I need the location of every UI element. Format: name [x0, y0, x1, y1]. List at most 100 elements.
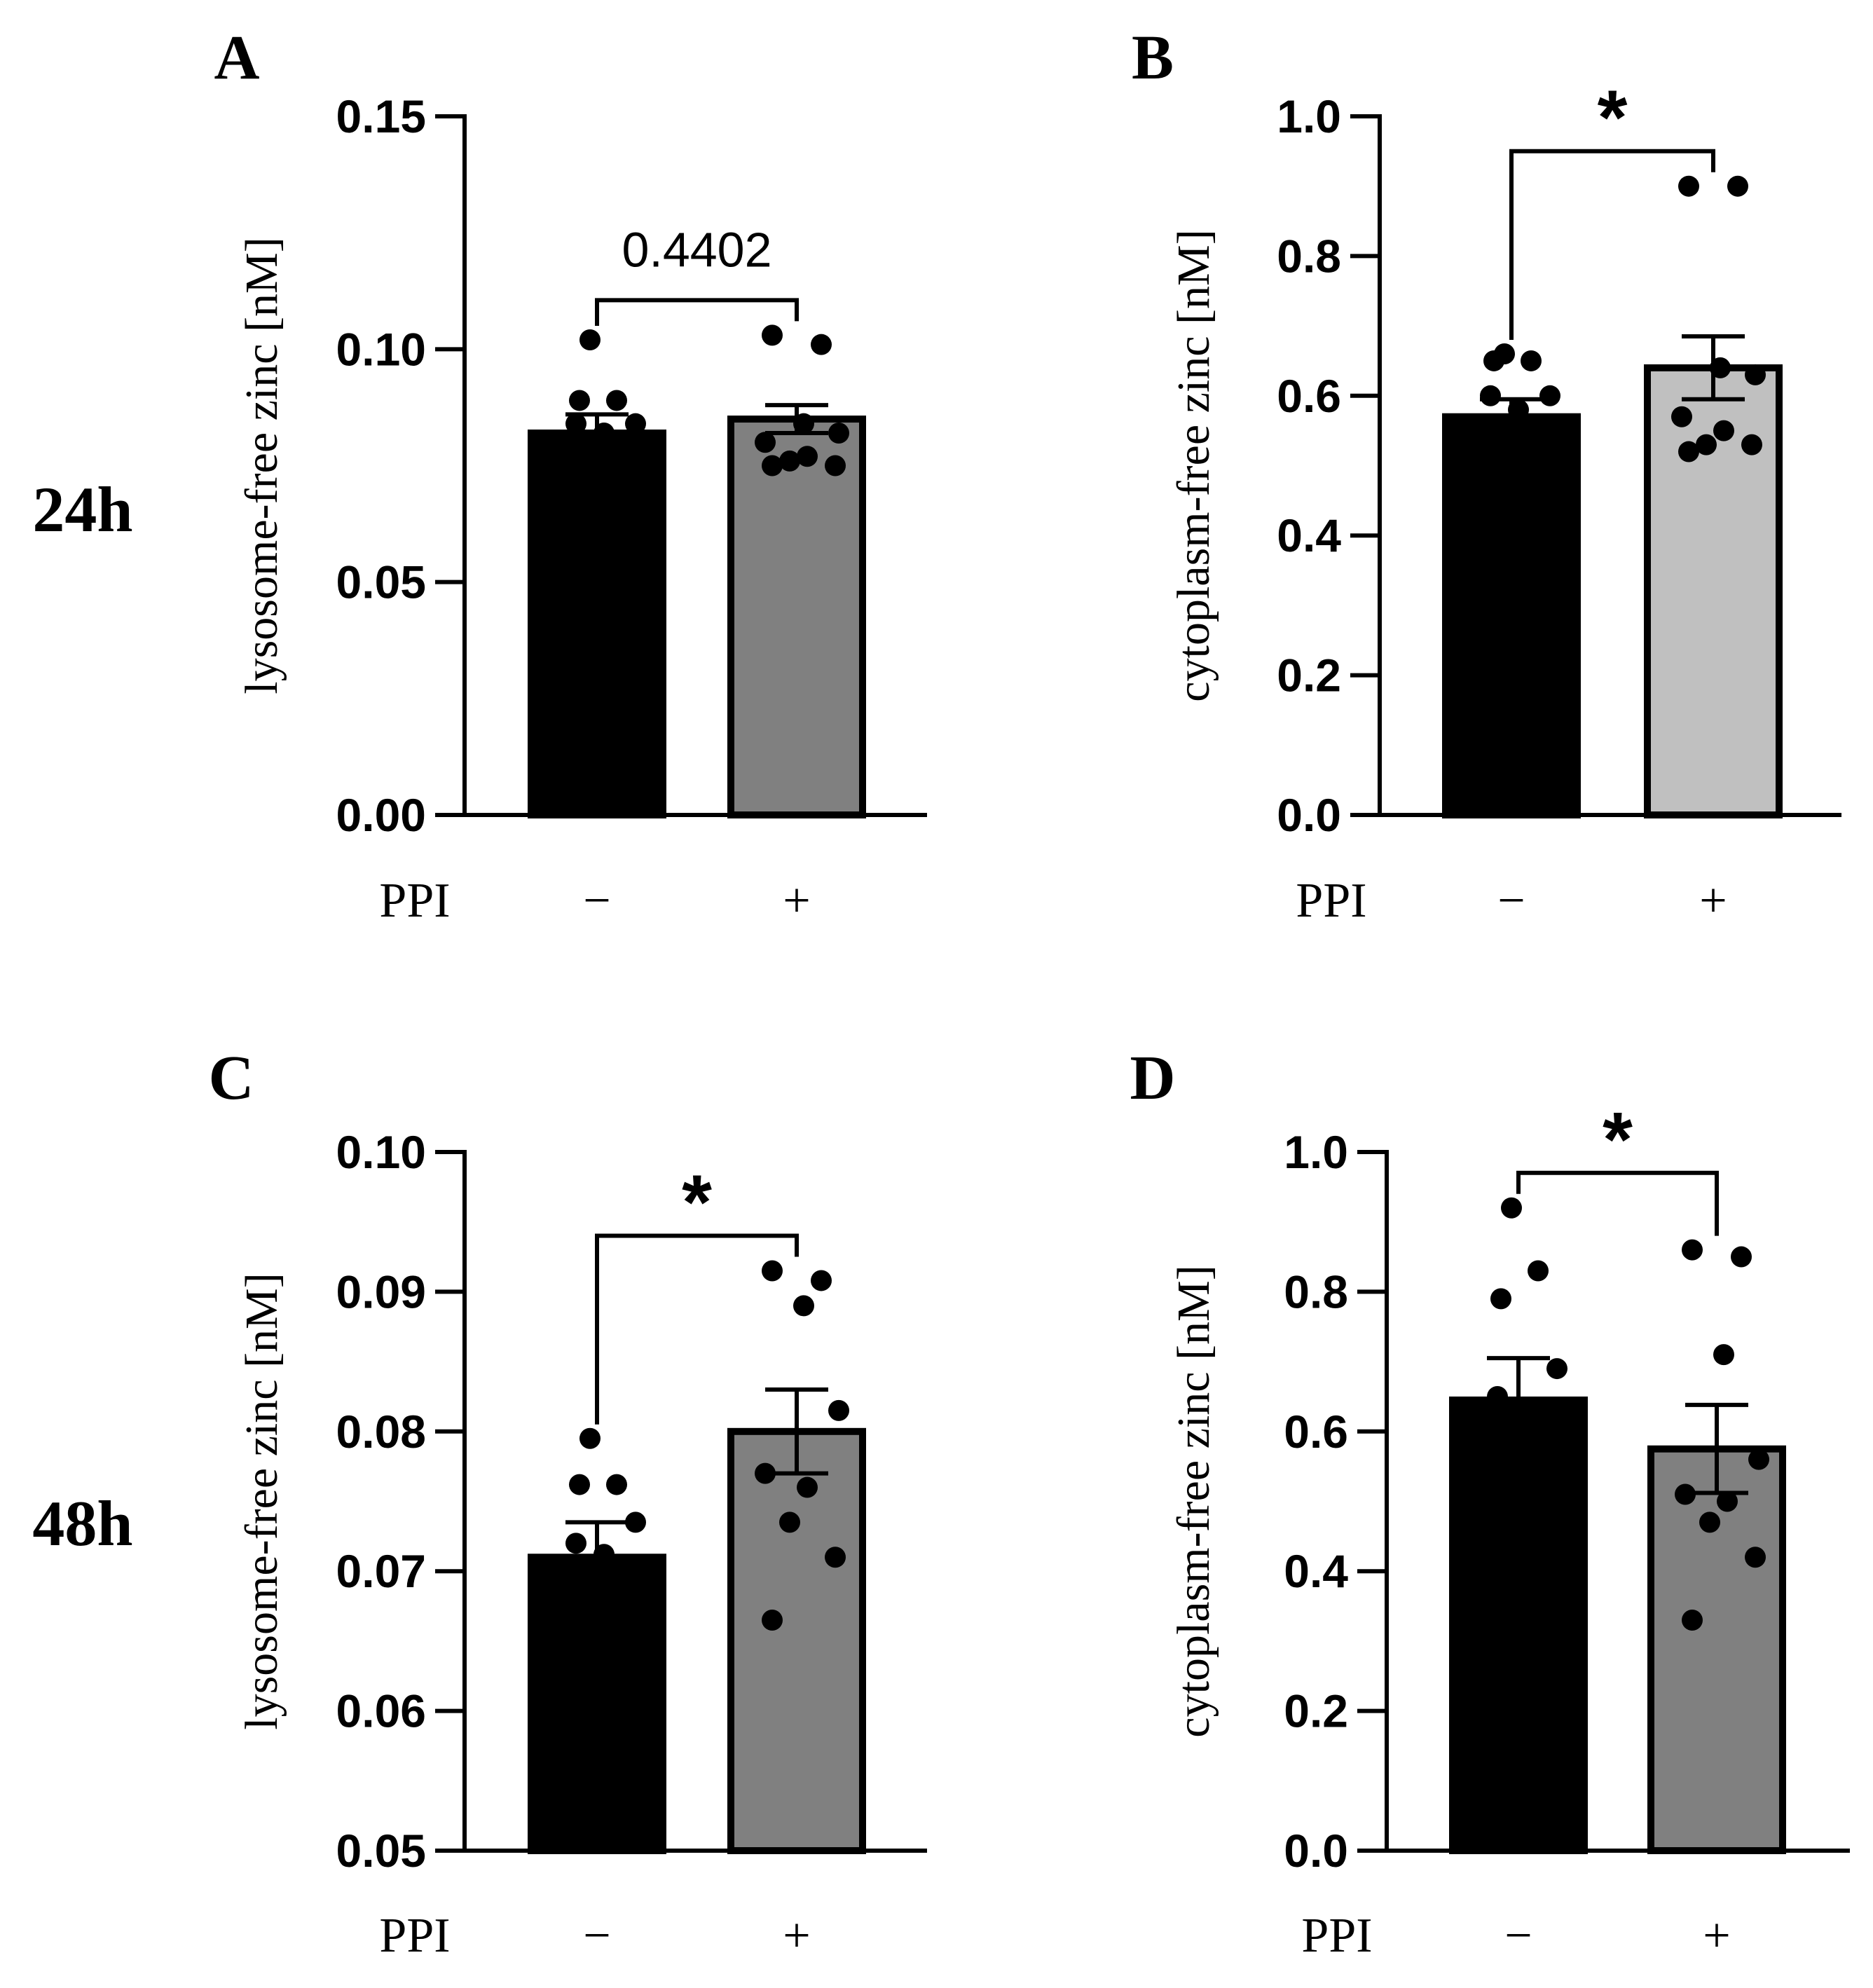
data-point [1521, 350, 1542, 371]
significance-bracket [595, 1233, 799, 1425]
data-point [762, 324, 783, 346]
chart-panel-d: D 0.0 0.2 0.4 0.6 0.8 1.0 cytoplasm-free zinc [… [1130, 1043, 1850, 1963]
category-label-plus: + [1699, 874, 1727, 928]
data-point [1710, 357, 1731, 378]
category-label-minus: − [583, 1909, 610, 1963]
data-point [811, 1270, 832, 1291]
data-point [594, 422, 615, 444]
data-point [762, 1609, 783, 1631]
data-point [1713, 1344, 1734, 1366]
condition-label-ppi: PPI [379, 1909, 450, 1963]
data-point [797, 446, 818, 467]
panel-letter: A [214, 23, 260, 92]
data-point [1699, 1511, 1720, 1533]
category-label-minus: − [1504, 1909, 1532, 1963]
y-axis-label: lysosome-free zinc [nM] [236, 237, 287, 694]
data-point [1678, 175, 1699, 197]
y-tick-label: 0.8 [1284, 1266, 1348, 1317]
data-point [1671, 406, 1692, 427]
data-point [1745, 364, 1766, 385]
y-axis-label: cytoplasm-free zinc [nM] [1168, 229, 1219, 701]
data-point [1682, 1609, 1703, 1631]
data-point [1501, 1197, 1522, 1219]
significance-bracket [1509, 149, 1715, 340]
data-point [1483, 350, 1504, 371]
y-tick-label: 0.05 [336, 556, 426, 608]
data-point [565, 413, 586, 434]
data-point [1682, 1239, 1703, 1261]
data-point [1546, 1358, 1567, 1380]
chart-panel-a: A 0.00 0.05 0.10 0.15 lysosome-free zinc [nM]… [214, 23, 927, 928]
bar-minus [528, 429, 666, 818]
y-tick-label: 0.2 [1277, 650, 1341, 701]
y-tick-label: 0.0 [1277, 789, 1341, 841]
data-point [797, 1476, 818, 1498]
data-point [825, 1547, 846, 1568]
data-point [1515, 1399, 1536, 1421]
condition-label-ppi: PPI [1296, 874, 1366, 928]
data-point [625, 1511, 646, 1533]
category-label-plus: + [783, 1909, 810, 1963]
charts-container: A 0.00 0.05 0.10 0.15 lysosome-free zinc [nM]… [209, 23, 1850, 1963]
y-tick-label: 0.10 [336, 323, 426, 375]
data-point [1508, 399, 1529, 420]
y-axis-label: cytoplasm-free zinc [nM] [1168, 1265, 1219, 1737]
data-point [1528, 1260, 1549, 1282]
row-label-48h: 48h [32, 1488, 132, 1559]
significance-bracket [595, 298, 799, 327]
data-point [1741, 434, 1762, 455]
data-point [828, 422, 849, 444]
y-tick-label: 0.09 [336, 1266, 426, 1317]
significance-label: * [682, 1159, 712, 1245]
data-point [579, 329, 601, 351]
condition-label-ppi: PPI [1301, 1909, 1372, 1963]
data-point [1731, 1246, 1752, 1268]
data-point [1490, 1288, 1511, 1310]
bar-plus [727, 416, 866, 818]
data-point [1675, 1483, 1696, 1505]
y-tick-label: 0.15 [336, 90, 426, 142]
y-tick-label: 0.4 [1277, 509, 1341, 561]
data-point [1745, 1547, 1766, 1568]
bar-plus [1644, 364, 1783, 818]
data-point [1487, 1385, 1508, 1407]
significance-bracket [1516, 1170, 1719, 1236]
y-tick-label: 0.6 [1277, 370, 1341, 422]
data-point [625, 413, 646, 434]
significance-label: * [1598, 75, 1628, 161]
data-point [1717, 1490, 1738, 1512]
data-point [579, 1427, 601, 1449]
y-tick-label: 0.0 [1284, 1825, 1348, 1877]
category-label-minus: − [583, 874, 610, 928]
bar-plus [1647, 1445, 1786, 1855]
data-point [793, 413, 814, 434]
data-point [811, 334, 832, 355]
data-point [594, 1544, 615, 1565]
condition-label-ppi: PPI [379, 874, 450, 928]
bar-minus [1449, 1396, 1588, 1855]
data-point [606, 1474, 627, 1495]
chart-panel-c: C 0.05 0.06 0.07 0.08 0.09 0.10 lysosome-free z… [209, 1043, 927, 1963]
y-tick-label: 0.07 [336, 1545, 426, 1597]
y-tick-label: 0.2 [1284, 1685, 1348, 1737]
data-point [762, 1260, 783, 1282]
data-point [828, 1399, 849, 1421]
significance-label: 0.4402 [622, 222, 771, 277]
panel-letter: B [1132, 23, 1174, 92]
y-tick-label: 0.10 [336, 1126, 426, 1178]
y-axis-label: lysosome-free zinc [nM] [236, 1273, 287, 1729]
chart-panel-b: B 0.0 0.2 0.4 0.6 0.8 1.0 cytoplasm-free zinc [… [1132, 23, 1841, 928]
y-tick-label: 0.8 [1277, 230, 1341, 282]
bar-minus [1442, 413, 1581, 818]
data-point [1678, 441, 1699, 462]
data-point [1696, 434, 1717, 455]
data-point [569, 1474, 590, 1495]
data-point [779, 450, 800, 472]
category-label-plus: + [783, 874, 810, 928]
row-label-24h: 24h [32, 474, 132, 545]
panel-letter: C [209, 1043, 254, 1113]
data-point [825, 455, 846, 477]
data-point [606, 390, 627, 411]
y-tick-label: 0.08 [336, 1406, 426, 1458]
data-point [1727, 175, 1748, 197]
